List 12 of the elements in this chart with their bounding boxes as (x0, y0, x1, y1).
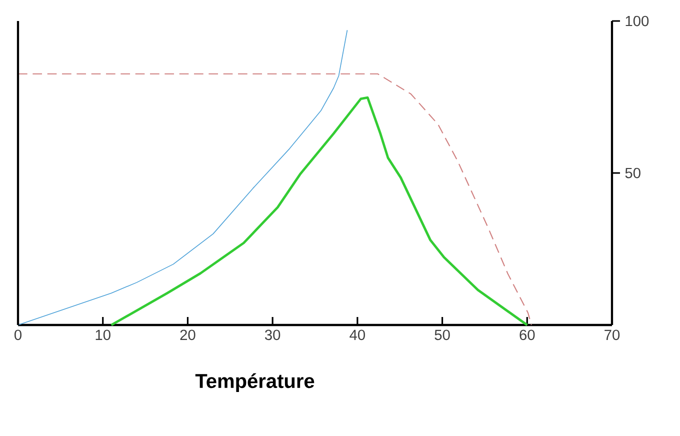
x-tick-label: 50 (434, 330, 450, 340)
x-tick-label: 30 (264, 330, 280, 340)
x-tick-label: 0 (14, 330, 22, 340)
line-series (110, 96, 528, 326)
y-tick-label: 100 (626, 16, 649, 26)
x-tick-label: 70 (604, 330, 620, 340)
x-tick-label: 20 (180, 330, 196, 340)
x-tick-label: 60 (520, 330, 535, 340)
x-tick-label: 10 (96, 330, 110, 340)
x-tick-label: 40 (350, 330, 365, 340)
x-axis-title: Température (195, 373, 314, 392)
line-series (18, 30, 348, 326)
